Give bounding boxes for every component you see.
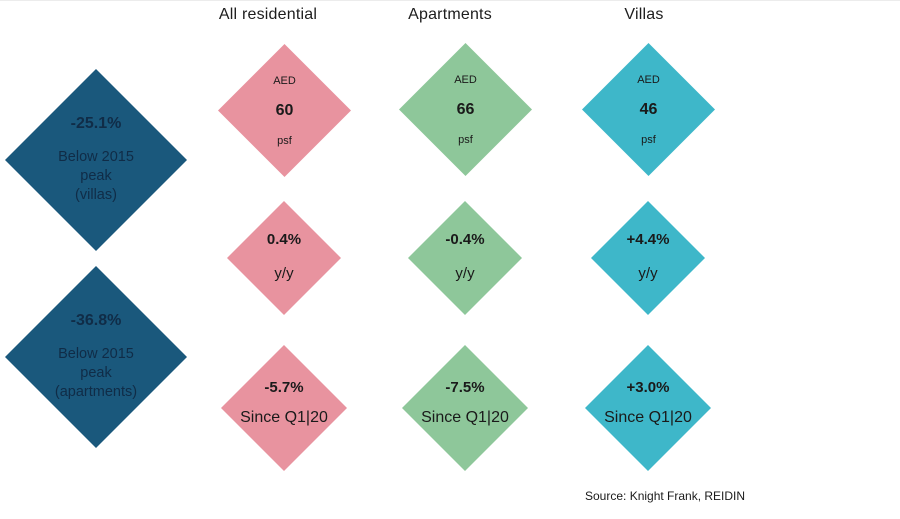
unit-label: psf	[641, 133, 656, 146]
apartments-price-content: AED 66 psf	[399, 43, 532, 176]
villas-since-content: +3.0% Since Q1|20	[585, 345, 711, 471]
peak-villas-content: -25.1% Below 2015 peak (villas)	[5, 69, 187, 251]
peak-villas-label: Below 2015 peak (villas)	[58, 149, 134, 203]
villas-price-diamond: AED 46 psf	[582, 43, 715, 176]
since-label: Since Q1|20	[240, 409, 328, 426]
apartments-yoy-content: -0.4% y/y	[408, 201, 522, 315]
all-residential-price-diamond: AED 60 psf	[218, 44, 351, 177]
all-residential-yoy-diamond: 0.4% y/y	[227, 201, 341, 315]
unit-label: psf	[458, 133, 473, 146]
peak-apartments-label: Below 2015 peak (apartments)	[54, 346, 138, 400]
villas-yoy-value: +4.4%	[626, 230, 670, 248]
apartments-yoy-diamond: -0.4% y/y	[408, 201, 522, 315]
villas-yoy-content: +4.4% y/y	[591, 201, 705, 315]
villas-since-value: +3.0%	[626, 379, 670, 396]
currency-label: AED	[637, 73, 660, 86]
all-residential-price-value: 60	[275, 101, 294, 119]
since-label: Since Q1|20	[604, 409, 692, 426]
apartments-price-diamond: AED 66 psf	[399, 43, 532, 176]
peak-villas-diamond: -25.1% Below 2015 peak (villas)	[5, 69, 187, 251]
since-label: Since Q1|20	[421, 409, 509, 426]
apartments-yoy-value: -0.4%	[445, 230, 485, 248]
peak-villas-value: -25.1%	[70, 115, 122, 132]
apartments-price-value: 66	[456, 100, 475, 118]
diamond-shape-icon	[5, 266, 187, 448]
all-residential-since-value: -5.7%	[264, 379, 304, 396]
apartments-since-diamond: -7.5% Since Q1|20	[402, 345, 528, 471]
villas-price-value: 46	[639, 100, 658, 118]
source-note: Source: Knight Frank, REIDIN	[585, 489, 746, 503]
peak-apartments-diamond: -36.8% Below 2015 peak (apartments)	[5, 266, 187, 448]
villas-yoy-diamond: +4.4% y/y	[591, 201, 705, 315]
apartments-since-value: -7.5%	[445, 379, 485, 396]
yoy-label: y/y	[638, 264, 658, 282]
diamond-shape-icon	[585, 345, 711, 471]
diamond-shape-icon	[5, 69, 187, 251]
all-residential-price-content: AED 60 psf	[218, 44, 351, 177]
column-header-all-residential: All residential	[218, 6, 318, 23]
all-residential-yoy-content: 0.4% y/y	[227, 201, 341, 315]
diamond-shape-icon	[221, 345, 347, 471]
villas-price-content: AED 46 psf	[582, 43, 715, 176]
diamond-shape-icon	[402, 345, 528, 471]
apartments-since-content: -7.5% Since Q1|20	[402, 345, 528, 471]
yoy-label: y/y	[274, 264, 294, 282]
diamond-shape-icon	[591, 201, 705, 315]
column-header-villas: Villas	[624, 6, 664, 23]
peak-apartments-content: -36.8% Below 2015 peak (apartments)	[5, 266, 187, 448]
yoy-label: y/y	[455, 264, 475, 282]
currency-label: AED	[454, 73, 477, 86]
diamond-shape-icon	[227, 201, 341, 315]
diamond-shape-icon	[399, 43, 532, 176]
diamond-shape-icon	[408, 201, 522, 315]
villas-since-diamond: +3.0% Since Q1|20	[585, 345, 711, 471]
all-residential-yoy-value: 0.4%	[266, 230, 302, 248]
all-residential-since-content: -5.7% Since Q1|20	[221, 345, 347, 471]
currency-label: AED	[273, 74, 296, 87]
all-residential-since-diamond: -5.7% Since Q1|20	[221, 345, 347, 471]
column-header-apartments: Apartments	[408, 6, 492, 23]
unit-label: psf	[277, 134, 292, 147]
peak-apartments-value: -36.8%	[70, 312, 122, 329]
diamond-shape-icon	[218, 44, 351, 177]
diamond-shape-icon	[582, 43, 715, 176]
